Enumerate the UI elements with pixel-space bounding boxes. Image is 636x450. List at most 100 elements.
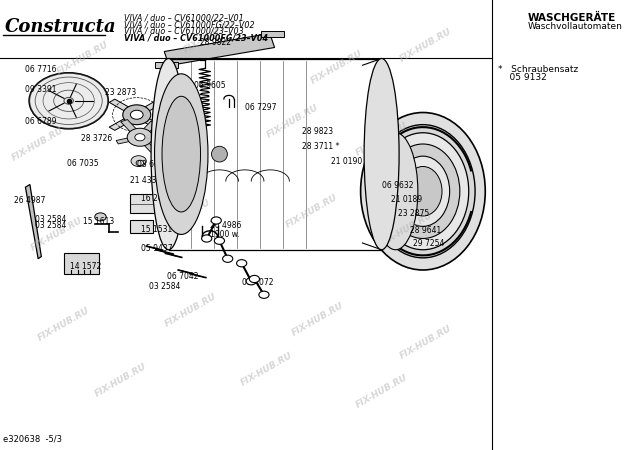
Text: 06 9632: 06 9632: [382, 181, 413, 190]
Text: Constructa: Constructa: [5, 18, 117, 36]
Circle shape: [223, 255, 233, 262]
Polygon shape: [116, 135, 141, 144]
Text: *   Schraubensatz: * Schraubensatz: [498, 65, 578, 74]
Circle shape: [95, 213, 106, 221]
Circle shape: [246, 278, 256, 285]
FancyBboxPatch shape: [155, 62, 178, 68]
Text: 16 2616: 16 2616: [141, 194, 172, 203]
Text: FIX-HUB.RU: FIX-HUB.RU: [93, 362, 148, 399]
Text: 05 9132: 05 9132: [498, 73, 547, 82]
Text: FIX-HUB.RU: FIX-HUB.RU: [30, 216, 85, 252]
Text: VIVA / duo – CV61000/22–V01: VIVA / duo – CV61000/22–V01: [124, 14, 244, 22]
Text: 15 1531: 15 1531: [141, 225, 172, 234]
Circle shape: [130, 110, 143, 119]
Circle shape: [211, 217, 221, 224]
Text: FIX-HUB.RU: FIX-HUB.RU: [183, 18, 237, 54]
Text: 06 7035: 06 7035: [67, 159, 99, 168]
Text: 03 2584: 03 2584: [35, 220, 66, 230]
Text: 23 2875: 23 2875: [398, 209, 429, 218]
Ellipse shape: [373, 133, 418, 250]
Text: 06 7297: 06 7297: [245, 103, 277, 112]
Polygon shape: [25, 184, 41, 259]
Text: 09 3391: 09 3391: [25, 86, 57, 94]
Ellipse shape: [377, 133, 469, 250]
Ellipse shape: [212, 146, 228, 162]
Text: 09 4072: 09 4072: [242, 278, 273, 287]
Text: 26 4987: 26 4987: [14, 196, 45, 205]
Circle shape: [136, 160, 144, 166]
Text: 06 9605: 06 9605: [194, 81, 226, 90]
Text: FIX-HUB.RU: FIX-HUB.RU: [284, 193, 339, 230]
Circle shape: [249, 275, 259, 283]
Text: VIVA / duo – CV61000FG/22–V02: VIVA / duo – CV61000FG/22–V02: [124, 20, 254, 29]
Polygon shape: [137, 121, 158, 139]
Text: 21 0190: 21 0190: [331, 157, 362, 166]
Polygon shape: [164, 33, 275, 66]
Text: FIX-HUB.RU: FIX-HUB.RU: [144, 108, 199, 144]
Text: FIX-HUB.RU: FIX-HUB.RU: [55, 40, 110, 77]
Text: 03 6071: 03 6071: [137, 160, 169, 169]
Polygon shape: [109, 99, 139, 117]
Text: 29 7254: 29 7254: [413, 238, 445, 248]
Polygon shape: [134, 113, 164, 130]
Polygon shape: [121, 120, 143, 139]
Text: 06 6789: 06 6789: [25, 117, 57, 126]
Ellipse shape: [396, 156, 450, 226]
Ellipse shape: [404, 166, 442, 216]
Ellipse shape: [162, 96, 200, 212]
Circle shape: [131, 156, 146, 166]
Text: FIX-HUB.RU: FIX-HUB.RU: [163, 292, 218, 329]
Polygon shape: [139, 135, 165, 144]
Text: FIX-HUB.RU: FIX-HUB.RU: [157, 198, 212, 234]
Text: 21 4338: 21 4338: [130, 176, 162, 185]
Text: 03 2584: 03 2584: [149, 282, 181, 291]
Text: FIX-HUB.RU: FIX-HUB.RU: [265, 103, 320, 140]
Text: 26 4986: 26 4986: [210, 221, 241, 230]
Circle shape: [123, 105, 151, 125]
Text: 1900 w.: 1900 w.: [210, 230, 240, 239]
Text: FIX-HUB.RU: FIX-HUB.RU: [399, 27, 453, 63]
Text: WASCHGERÄTE: WASCHGERÄTE: [528, 13, 616, 23]
Circle shape: [127, 128, 153, 146]
Text: 28 9641: 28 9641: [410, 226, 441, 235]
Text: 05 9437: 05 9437: [141, 244, 173, 253]
Circle shape: [135, 134, 145, 141]
Text: VIVA / duo – CV61000/23–V03: VIVA / duo – CV61000/23–V03: [124, 27, 244, 36]
Text: FIX-HUB.RU: FIX-HUB.RU: [380, 211, 434, 248]
Ellipse shape: [151, 58, 186, 250]
Circle shape: [29, 73, 108, 129]
Text: 15 1613: 15 1613: [83, 217, 114, 226]
Text: FIX-HUB.RU: FIX-HUB.RU: [354, 121, 409, 158]
Text: 06 7716: 06 7716: [25, 65, 57, 74]
Text: VIVA / duo – CV61000FG/23–V04: VIVA / duo – CV61000FG/23–V04: [124, 34, 268, 43]
Polygon shape: [134, 99, 164, 117]
Text: FIX-HUB.RU: FIX-HUB.RU: [399, 324, 453, 360]
Text: 28 9822: 28 9822: [200, 38, 232, 47]
Circle shape: [259, 291, 269, 298]
Text: FIX-HUB.RU: FIX-HUB.RU: [310, 49, 364, 86]
Ellipse shape: [361, 112, 485, 270]
Ellipse shape: [364, 58, 399, 250]
Polygon shape: [137, 136, 156, 152]
Text: 23 2873: 23 2873: [105, 88, 136, 97]
Text: 28 3726: 28 3726: [81, 134, 113, 143]
Polygon shape: [109, 113, 139, 130]
Ellipse shape: [386, 144, 460, 238]
Circle shape: [202, 235, 212, 242]
Text: FIX-HUB.RU: FIX-HUB.RU: [354, 373, 409, 410]
Circle shape: [237, 260, 247, 267]
Text: Waschvollautomaten: Waschvollautomaten: [528, 22, 623, 31]
FancyBboxPatch shape: [64, 253, 99, 274]
Text: FIX-HUB.RU: FIX-HUB.RU: [291, 301, 345, 338]
Text: FIX-HUB.RU: FIX-HUB.RU: [36, 306, 91, 342]
Text: 14 1572: 14 1572: [70, 262, 101, 271]
Ellipse shape: [371, 125, 475, 258]
Ellipse shape: [155, 74, 208, 234]
Circle shape: [214, 237, 225, 244]
Text: 28 9823: 28 9823: [302, 127, 333, 136]
Text: 21 0189: 21 0189: [391, 195, 422, 204]
FancyBboxPatch shape: [130, 194, 159, 213]
Text: 03 2584: 03 2584: [35, 215, 66, 224]
FancyBboxPatch shape: [130, 220, 153, 233]
FancyBboxPatch shape: [261, 31, 284, 37]
